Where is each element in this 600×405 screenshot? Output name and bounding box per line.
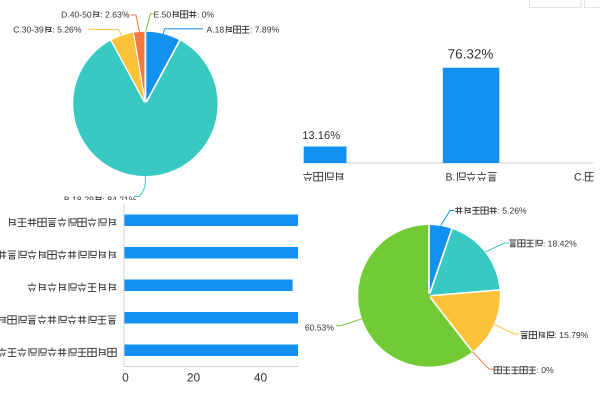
svg-text:: 2.63%: : 2.63% — [100, 9, 130, 19]
svg-text:: 7.89%: : 7.89% — [250, 25, 280, 35]
svg-text:: 18.42%: : 18.42% — [543, 238, 577, 248]
svg-text:60.53%: 60.53% — [305, 322, 335, 332]
svg-text:: 84.21%: : 84.21% — [103, 195, 137, 205]
svg-text:E.50: E.50 — [154, 9, 172, 19]
svg-text:A.18: A.18 — [207, 25, 225, 35]
svg-text:: 5.26%: : 5.26% — [52, 25, 82, 35]
svg-text:C.30-39: C.30-39 — [13, 25, 44, 35]
svg-text:13.16%: 13.16% — [302, 130, 340, 142]
svg-text:: 0%: : 0% — [197, 9, 215, 19]
svg-text:: 0%: : 0% — [537, 365, 555, 375]
svg-text:B.18-29: B.18-29 — [64, 195, 94, 205]
svg-text:: 5.26%: : 5.26% — [498, 206, 528, 216]
svg-text:C.: C. — [574, 171, 585, 183]
svg-text:76.32%: 76.32% — [448, 47, 494, 62]
svg-text:20: 20 — [187, 370, 201, 384]
svg-text:: 15.79%: : 15.79% — [554, 330, 588, 340]
svg-text:B.: B. — [446, 171, 456, 183]
svg-text:0: 0 — [122, 370, 129, 384]
svg-text:D.40-50: D.40-50 — [61, 9, 92, 19]
svg-text:40: 40 — [254, 370, 268, 384]
